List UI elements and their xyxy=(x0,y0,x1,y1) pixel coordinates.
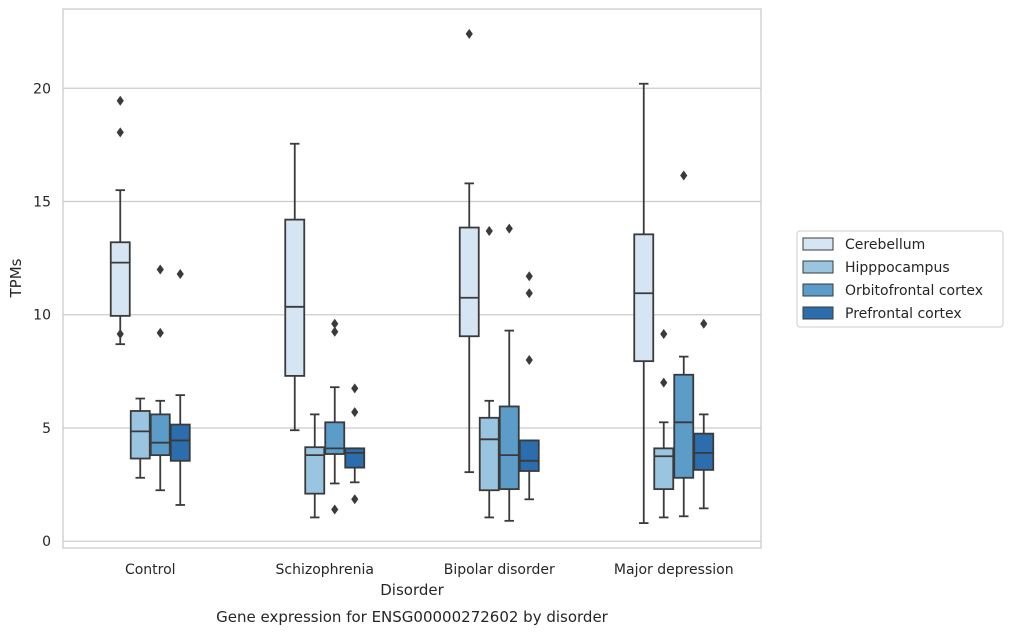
box-0-0 xyxy=(109,95,131,346)
outlier-point xyxy=(331,318,339,329)
iqr-box xyxy=(673,373,695,479)
outlier-point xyxy=(116,95,124,106)
legend-entry-label: Orbitofrontal cortex xyxy=(845,283,983,299)
iqr-box xyxy=(324,421,346,455)
outlier-point xyxy=(351,407,359,418)
iqr-box xyxy=(304,446,326,495)
outlier-point xyxy=(525,355,533,366)
iqr-box xyxy=(129,410,151,460)
iqr-box xyxy=(693,432,715,471)
outlier-point xyxy=(116,328,124,339)
iqr-box xyxy=(344,447,366,469)
outlier-point xyxy=(176,268,184,279)
iqr-box xyxy=(498,405,520,491)
x-tick-label: Schizophrenia xyxy=(276,562,374,578)
box-0-2 xyxy=(149,264,171,492)
outlier-point xyxy=(680,170,688,181)
y-tick-label: 20 xyxy=(33,81,51,97)
outlier-point xyxy=(505,223,513,234)
box-0-3 xyxy=(169,268,191,506)
outlier-point xyxy=(525,271,533,282)
iqr-box xyxy=(109,241,131,317)
box-3-3 xyxy=(693,318,715,510)
iqr-box xyxy=(149,413,171,457)
box-3-0 xyxy=(633,82,655,524)
outlier-point xyxy=(156,264,164,275)
chart-caption: Gene expression for ENSG00000272602 by d… xyxy=(216,608,609,626)
box-0-1 xyxy=(129,397,151,479)
legend-entry-label: Cerebellum xyxy=(845,237,925,253)
y-tick-labels: 0 5 10 15 20 xyxy=(33,81,51,550)
outlier-point xyxy=(116,127,124,138)
legend-entry-label: Hipppocampus xyxy=(845,260,950,276)
box-3-2 xyxy=(673,170,695,518)
outlier-point xyxy=(700,318,708,329)
x-tick-label: Major depression xyxy=(614,562,734,578)
x-tick-label: Bipolar disorder xyxy=(444,562,555,578)
outlier-point xyxy=(331,326,339,337)
legend-swatch xyxy=(802,306,834,320)
y-tick-label: 15 xyxy=(33,195,51,211)
legend-swatch xyxy=(802,260,834,274)
outlier-point xyxy=(525,288,533,299)
legend-swatch xyxy=(802,237,834,251)
box-2-2 xyxy=(498,223,520,522)
outlier-point xyxy=(331,504,339,515)
outlier-point xyxy=(156,327,164,338)
outlier-point xyxy=(351,383,359,394)
box-1-1 xyxy=(304,413,326,519)
legend: Cerebellum Hipppocampus Orbitofrontal cort… xyxy=(796,230,1004,328)
outlier-point xyxy=(465,28,473,39)
iqr-box xyxy=(284,218,306,377)
iqr-box xyxy=(169,423,191,462)
box-2-1 xyxy=(478,225,500,519)
x-tick-labels: Control Schizophrenia Bipolar disorder Majo… xyxy=(125,562,734,578)
outlier-point xyxy=(660,377,668,388)
iqr-box xyxy=(478,416,500,492)
plot-boxes xyxy=(109,28,715,524)
x-axis-title: Disorder xyxy=(380,581,444,599)
y-tick-label: 10 xyxy=(33,308,51,324)
legend-swatch xyxy=(802,283,834,297)
y-tick-label: 5 xyxy=(42,421,51,437)
box-3-1 xyxy=(653,328,675,519)
box-1-0 xyxy=(284,142,306,432)
x-tick-label: Control xyxy=(125,562,176,578)
box-2-3 xyxy=(518,271,540,501)
y-axis-title: TPMs xyxy=(7,258,25,298)
legend-entry-label: Prefrontal cortex xyxy=(845,306,962,322)
outlier-point xyxy=(660,328,668,339)
box-2-0 xyxy=(458,28,480,474)
y-tick-label: 0 xyxy=(42,534,51,550)
box-1-3 xyxy=(344,383,366,505)
iqr-box xyxy=(633,233,655,363)
legend-frame xyxy=(796,230,1004,328)
iqr-box xyxy=(458,226,480,338)
outlier-point xyxy=(351,494,359,505)
box-1-2 xyxy=(324,318,346,515)
iqr-box xyxy=(518,439,540,472)
outlier-point xyxy=(485,225,493,236)
plot-frame xyxy=(62,8,762,549)
iqr-box xyxy=(653,447,675,491)
